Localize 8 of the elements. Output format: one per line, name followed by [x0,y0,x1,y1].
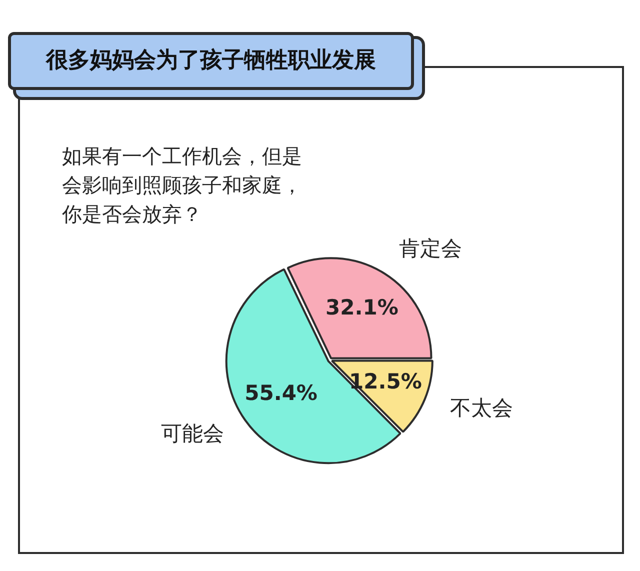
chart-subtitle: 如果有一个工作机会，但是会影响到照顾孩子和家庭，你是否会放弃？ [62,143,303,228]
data-label: 32.1% [326,296,398,320]
chart-title: 很多妈妈会为了孩子牺牲职业发展 [8,32,414,90]
data-label: 55.4% [244,381,318,406]
slice-label: 肯定会 [399,236,462,260]
slice-label: 不太会 [450,396,514,420]
slice-label: 可能会 [160,422,224,446]
data-label: 12.5% [349,369,422,394]
